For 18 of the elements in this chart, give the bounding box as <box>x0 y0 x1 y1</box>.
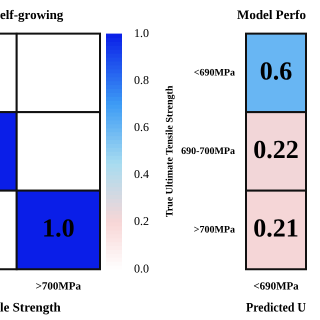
chart-title: Model Perfo <box>237 7 306 22</box>
x-axis-title: le Strength <box>0 300 62 315</box>
color-bar-label: 1.0 <box>134 26 149 40</box>
x-axis-title: Predicted U <box>246 300 306 315</box>
color-bar-label: 0.4 <box>134 167 149 182</box>
y-axis-title: True Ultimate Tensile Strength <box>164 85 176 218</box>
data-label: 0.22 <box>253 135 299 164</box>
data-label: 1.0 <box>42 214 75 243</box>
data-label: 0.21 <box>253 214 299 243</box>
chart-title: elf-growing <box>0 7 64 22</box>
color-bar-label: 0.8 <box>134 72 149 87</box>
y-tick-label: <690MPa <box>194 67 235 78</box>
data-label: 0.6 <box>260 56 292 86</box>
y-tick-label: >700MPa <box>194 224 235 236</box>
y-tick-label: 690-700MPa <box>181 146 235 157</box>
color-bar-label: 0.2 <box>134 214 149 228</box>
color-bar-label: 0.0 <box>134 261 149 276</box>
color-bar-label: 0.6 <box>134 120 149 134</box>
